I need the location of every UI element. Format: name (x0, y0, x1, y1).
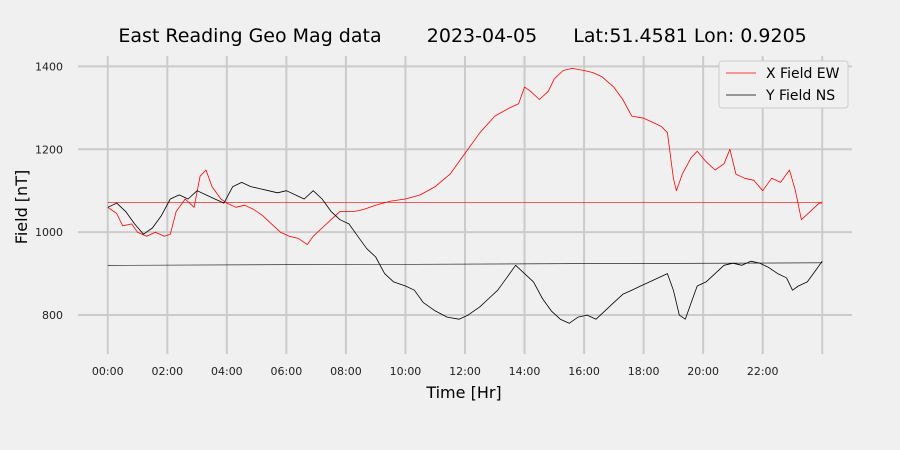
x-tick-label: 14:00 (509, 365, 541, 378)
x-axis-label: Time [Hr] (425, 383, 501, 402)
x-tick-label: 06:00 (271, 365, 303, 378)
x-tick-label: 22:00 (747, 365, 779, 378)
x-axis-ticks: 00:00 02:00 04:00 06:00 08:00 10:00 12:00 14:00… (92, 365, 779, 378)
y-tick-label: 1000 (35, 226, 63, 239)
x-tick-label: 04:00 (211, 365, 243, 378)
title-coordinates: Lat:51.4581 Lon: 0.9205 (573, 25, 807, 47)
x-tick-label: 00:00 (92, 365, 124, 378)
x-tick-label: 02:00 (151, 365, 183, 378)
y-tick-label: 1200 (35, 143, 63, 156)
x-tick-label: 12:00 (449, 365, 481, 378)
series-trend-line-1 (107, 262, 823, 266)
x-tick-label: 20:00 (687, 365, 719, 378)
y-tick-label: 1400 (35, 60, 63, 73)
y-axis-label: Field [nT] (12, 170, 31, 244)
title-station: East Reading Geo Mag data (118, 25, 381, 47)
x-tick-label: 08:00 (330, 365, 362, 378)
y-axis-ticks: 800 1000 1200 1400 (35, 60, 63, 322)
legend-label-y-field: Y Field NS (765, 88, 835, 104)
x-tick-label: 10:00 (390, 365, 422, 378)
chart-title: East Reading Geo Mag data 2023-04-05 Lat… (118, 25, 806, 47)
series-line-1 (107, 182, 823, 324)
legend: X Field EW Y Field NS (718, 60, 849, 109)
x-tick-label: 16:00 (568, 365, 600, 378)
title-date: 2023-04-05 (427, 25, 537, 47)
legend-label-x-field: X Field EW (766, 66, 840, 82)
y-tick-label: 800 (42, 309, 63, 322)
series-line-0 (107, 68, 823, 245)
x-tick-label: 18:00 (628, 365, 660, 378)
series-lines (107, 68, 823, 324)
